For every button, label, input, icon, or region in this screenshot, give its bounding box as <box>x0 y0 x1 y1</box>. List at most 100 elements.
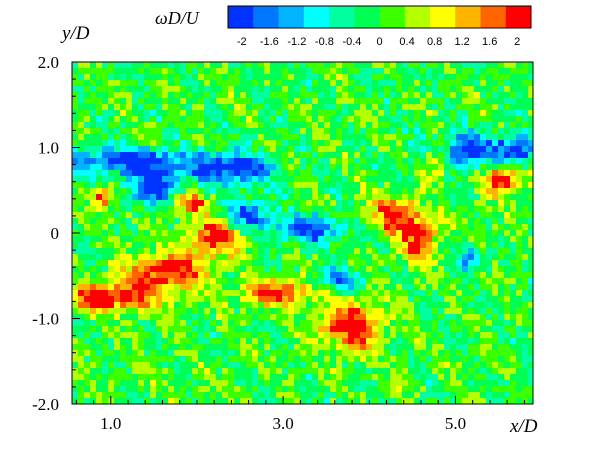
heatmap-cell <box>144 260 151 267</box>
heatmap-cell <box>150 308 157 315</box>
heatmap-cell <box>162 284 169 291</box>
heatmap-cell <box>234 254 241 261</box>
heatmap-cell <box>318 326 325 333</box>
heatmap-cell <box>120 218 127 225</box>
heatmap-cell <box>408 260 415 267</box>
heatmap-cell <box>312 104 319 111</box>
heatmap-cell <box>372 230 379 237</box>
heatmap-cell <box>270 338 277 345</box>
heatmap-cell <box>354 302 361 309</box>
heatmap-cell <box>282 362 289 369</box>
heatmap-cell <box>312 332 319 339</box>
heatmap-cell <box>504 152 511 159</box>
heatmap-cell <box>114 326 121 333</box>
heatmap-cell <box>324 212 331 219</box>
heatmap-cell <box>234 152 241 159</box>
heatmap-cell <box>510 218 517 225</box>
heatmap-cell <box>168 242 175 249</box>
heatmap-cell <box>84 326 91 333</box>
heatmap-cell <box>210 92 217 99</box>
heatmap-cell <box>144 170 151 177</box>
heatmap-cell <box>96 206 103 213</box>
heatmap-cell <box>120 248 127 255</box>
heatmap-cell <box>246 146 253 153</box>
heatmap-cell <box>342 152 349 159</box>
heatmap-cell <box>396 254 403 261</box>
heatmap-cell <box>264 206 271 213</box>
heatmap-cell <box>252 290 259 297</box>
heatmap-cell <box>306 62 313 69</box>
heatmap-cell <box>114 362 121 369</box>
heatmap-cell <box>168 146 175 153</box>
heatmap-cell <box>486 356 493 363</box>
heatmap-cell <box>264 242 271 249</box>
heatmap-cell <box>330 200 337 207</box>
heatmap-cell <box>288 182 295 189</box>
heatmap-cell <box>132 260 139 267</box>
heatmap-cell <box>402 74 409 81</box>
heatmap-cell <box>264 194 271 201</box>
heatmap-cell <box>420 176 427 183</box>
heatmap-cell <box>414 314 421 321</box>
heatmap-cell <box>354 104 361 111</box>
heatmap-cell <box>474 212 481 219</box>
heatmap-cell <box>504 260 511 267</box>
heatmap-cell <box>90 314 97 321</box>
heatmap-cell <box>228 320 235 327</box>
heatmap-cell <box>288 356 295 363</box>
heatmap-cell <box>138 296 145 303</box>
heatmap-cell <box>162 68 169 75</box>
heatmap-cell <box>396 272 403 279</box>
heatmap-cell <box>78 164 85 171</box>
heatmap-cell <box>462 98 469 105</box>
heatmap-cell <box>324 362 331 369</box>
heatmap-cell <box>372 74 379 81</box>
heatmap-cell <box>84 392 91 399</box>
heatmap-cell <box>168 110 175 117</box>
heatmap-cell <box>396 98 403 105</box>
heatmap-cell <box>516 188 523 195</box>
heatmap-cell <box>228 338 235 345</box>
heatmap-cell <box>222 140 229 147</box>
heatmap-cell <box>180 92 187 99</box>
heatmap-cell <box>108 308 115 315</box>
heatmap-cell <box>150 158 157 165</box>
heatmap-cell <box>204 296 211 303</box>
heatmap-cell <box>234 134 241 141</box>
heatmap-cell <box>216 284 223 291</box>
heatmap-cell <box>528 176 534 183</box>
heatmap-cell <box>390 62 397 69</box>
heatmap-cell <box>330 188 337 195</box>
heatmap-cell <box>348 200 355 207</box>
heatmap-cell <box>78 308 85 315</box>
heatmap-cell <box>342 134 349 141</box>
heatmap-cell <box>396 68 403 75</box>
heatmap-cell <box>252 296 259 303</box>
heatmap-cell <box>186 218 193 225</box>
heatmap-cell <box>228 368 235 375</box>
heatmap-cell <box>384 68 391 75</box>
heatmap-cell <box>144 182 151 189</box>
heatmap-cell <box>246 206 253 213</box>
heatmap-cell <box>216 386 223 393</box>
heatmap-cell <box>396 212 403 219</box>
heatmap-cell <box>90 98 97 105</box>
heatmap-cell <box>492 368 499 375</box>
heatmap-cell <box>276 290 283 297</box>
heatmap-cell <box>150 266 157 273</box>
heatmap-cell <box>90 368 97 375</box>
heatmap-cell <box>468 92 475 99</box>
heatmap-cell <box>126 86 133 93</box>
heatmap-cell <box>138 332 145 339</box>
heatmap-cell <box>366 206 373 213</box>
heatmap-cell <box>198 344 205 351</box>
heatmap-cell <box>78 200 85 207</box>
heatmap-cell <box>270 116 277 123</box>
heatmap-cell <box>228 140 235 147</box>
heatmap-cell <box>390 266 397 273</box>
heatmap-cell <box>432 110 439 117</box>
heatmap-cell <box>438 134 445 141</box>
heatmap-cell <box>300 176 307 183</box>
heatmap-cell <box>462 182 469 189</box>
heatmap-cell <box>84 236 91 243</box>
